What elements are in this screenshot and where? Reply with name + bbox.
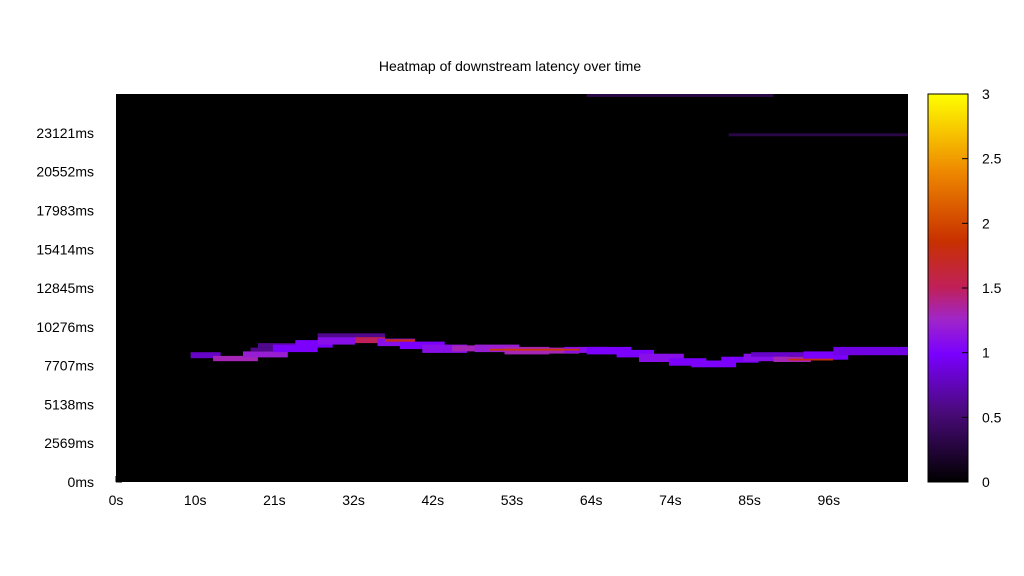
heatmap-cell	[586, 94, 774, 97]
heatmap-cell	[833, 346, 908, 356]
colorbar	[927, 93, 969, 483]
heatmap-cell	[295, 340, 333, 348]
colorbar-tick-label: 0.5	[982, 409, 1002, 425]
heatmap-cell	[272, 344, 318, 353]
chart-title: Heatmap of downstream latency over time	[379, 58, 641, 74]
heatmap-cell	[751, 352, 819, 357]
y-tick-label: 17983ms	[36, 203, 94, 219]
heatmap-cell	[474, 344, 520, 353]
heatmap-cell	[691, 360, 737, 368]
heatmap-cell	[564, 346, 610, 353]
heatmap-cell	[422, 344, 468, 353]
y-tick-label: 2569ms	[44, 435, 94, 451]
colorbar-tick-label: 3	[982, 86, 990, 102]
x-tick-label: 32s	[342, 492, 365, 508]
heatmap-cell	[616, 349, 654, 358]
heatmap-cell	[639, 353, 684, 362]
heatmap-cell	[721, 356, 759, 363]
colorbar-tick-label: 1.5	[982, 280, 1002, 296]
colorbar-tick-label: 1	[982, 345, 990, 361]
x-tick-label: 21s	[263, 492, 286, 508]
x-tick-label: 0s	[109, 492, 124, 508]
y-tick-label: 20552ms	[36, 164, 94, 180]
heatmap-cell	[743, 353, 789, 362]
plot-area	[116, 94, 908, 482]
heatmap-cell	[452, 345, 490, 352]
heatmap-cell	[250, 347, 288, 352]
x-tick-label: 53s	[501, 492, 524, 508]
colorbar-tick-label: 2.5	[982, 151, 1002, 167]
heatmap-cells	[190, 94, 908, 368]
heatmap-cell	[586, 346, 632, 355]
y-axis-ticks: 0ms 2569ms 5138ms 7707ms 10276ms 12845ms 15414…	[36, 125, 122, 490]
heatmap-cell	[668, 358, 707, 366]
x-tick-label: 96s	[818, 492, 841, 508]
heatmap-cell	[728, 133, 908, 137]
y-tick-label: 10276ms	[36, 319, 94, 335]
heatmap-cell	[190, 352, 221, 359]
x-tick-label: 42s	[422, 492, 445, 508]
y-tick-label: 23121ms	[36, 125, 94, 141]
y-tick-label: 5138ms	[44, 396, 94, 412]
colorbar-tick-label: 0	[982, 474, 990, 490]
heatmap-cell	[385, 339, 415, 342]
heatmap-cell	[526, 347, 580, 354]
x-tick-label: 74s	[659, 492, 682, 508]
heatmap-cell	[317, 337, 356, 345]
x-tick-label: 10s	[184, 492, 207, 508]
colorbar-ticks: 0 0.5 1 1.5 2 2.5 3	[962, 86, 1002, 490]
heatmap-cell	[355, 337, 385, 344]
heatmap-cell	[788, 358, 834, 361]
y-tick-label: 15414ms	[36, 241, 94, 257]
y-tick-label: 7707ms	[44, 358, 94, 374]
heatmap-cell	[803, 351, 849, 360]
heatmap-cell	[213, 355, 258, 362]
x-axis-ticks: 0s 10s 21s 32s 42s 53s 64s 74s 85s 96s	[109, 476, 840, 508]
y-tick-label: 12845ms	[36, 280, 94, 296]
heatmap-cell	[243, 351, 288, 358]
heatmap-cell	[317, 333, 385, 338]
x-tick-label: 64s	[580, 492, 603, 508]
heatmap-cell	[489, 348, 580, 351]
heatmap-cell	[377, 338, 415, 347]
x-tick-label: 85s	[738, 492, 761, 508]
y-tick-label: 0ms	[68, 474, 94, 490]
colorbar-tick-label: 2	[982, 215, 990, 231]
